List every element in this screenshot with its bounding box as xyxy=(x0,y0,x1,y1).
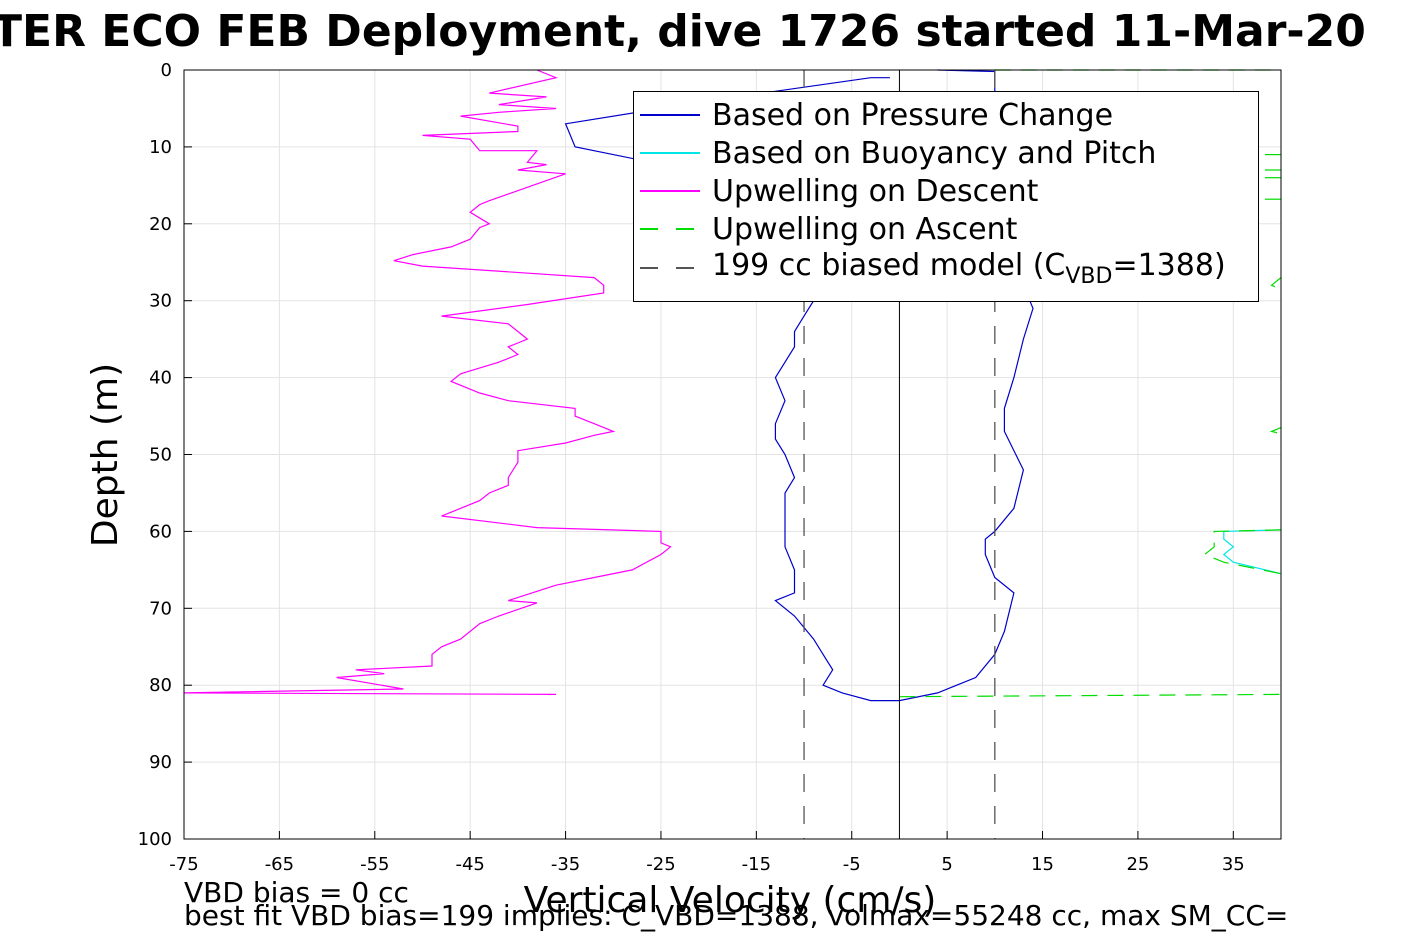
y-tick-label: 20 xyxy=(149,214,172,235)
x-tick-label: -55 xyxy=(360,854,389,875)
y-tick-label: 90 xyxy=(149,752,172,773)
series-line-upwelling-on-ascent xyxy=(1269,427,1282,435)
tick-layer: -75 -65 -55 -45 -35 -25 -15 -5 5 15 25 350102030405… xyxy=(138,60,1245,875)
x-tick-label: -75 xyxy=(169,854,198,875)
x-tick-label: -65 xyxy=(265,854,294,875)
y-tick-label: 30 xyxy=(149,291,172,312)
legend-label-model: 199 cc biased model (CVBD=1388) xyxy=(712,247,1226,289)
legend-label-ascent: Upwelling on Ascent xyxy=(712,211,1018,247)
x-tick-label: 35 xyxy=(1222,854,1245,875)
y-tick-label: 10 xyxy=(149,137,172,158)
x-tick-label: -15 xyxy=(742,854,771,875)
legend-item-buoyancy: Based on Buoyancy and Pitch xyxy=(640,134,1156,172)
series-line-upwelling-on-ascent xyxy=(1270,277,1282,290)
legend-label-descent: Upwelling on Descent xyxy=(712,173,1039,209)
legend-swatch-descent xyxy=(640,190,700,192)
footnote-vbd-bias: VBD bias = 0 cc xyxy=(184,876,409,909)
series-line-upwelling-on-ascent xyxy=(899,693,1282,698)
legend-item-model: 199 cc biased model (CVBD=1388) xyxy=(640,247,1226,289)
legend-swatch-buoyancy xyxy=(640,152,700,154)
legend: Based on Pressure Change Based on Buoyan… xyxy=(633,91,1259,302)
x-tick-label: -45 xyxy=(455,854,484,875)
footnote-best-fit: best fit VBD bias=199 implies: C_VBD=138… xyxy=(184,899,1289,932)
legend-label-buoyancy: Based on Buoyancy and Pitch xyxy=(712,135,1157,171)
y-tick-label: 40 xyxy=(149,368,172,389)
y-tick-label: 60 xyxy=(149,521,172,542)
y-tick-label: 80 xyxy=(149,675,172,696)
x-tick-label: 5 xyxy=(941,854,952,875)
series-line-upwelling-on-descent xyxy=(183,69,672,696)
legend-swatch-model xyxy=(640,267,700,269)
series-line-upwelling-on-ascent xyxy=(1203,529,1282,575)
chart-title: TER ECO FEB Deployment, dive 1726 starte… xyxy=(0,6,1366,57)
series-line-based-on-buoyancy-and-pitch xyxy=(1222,529,1282,575)
x-axis-label: Vertical Velocity (cm/s) xyxy=(524,880,937,921)
legend-label-pressure: Based on Pressure Change xyxy=(712,97,1114,133)
y-tick-label: 50 xyxy=(149,445,172,466)
legend-item-descent: Upwelling on Descent xyxy=(640,172,1038,210)
legend-swatch-ascent xyxy=(640,228,700,230)
x-tick-label: -25 xyxy=(646,854,675,875)
legend-item-ascent: Upwelling on Ascent xyxy=(640,210,1017,248)
y-axis-label: Depth (m) xyxy=(85,363,126,547)
legend-item-pressure: Based on Pressure Change xyxy=(640,96,1113,134)
y-tick-label: 100 xyxy=(138,829,172,850)
y-tick-label: 0 xyxy=(161,60,172,81)
x-tick-label: 15 xyxy=(1031,854,1054,875)
y-tick-label: 70 xyxy=(149,598,172,619)
x-tick-label: -5 xyxy=(843,854,861,875)
x-tick-label: -35 xyxy=(551,854,580,875)
x-tick-label: 25 xyxy=(1126,854,1149,875)
legend-swatch-pressure xyxy=(640,114,700,116)
